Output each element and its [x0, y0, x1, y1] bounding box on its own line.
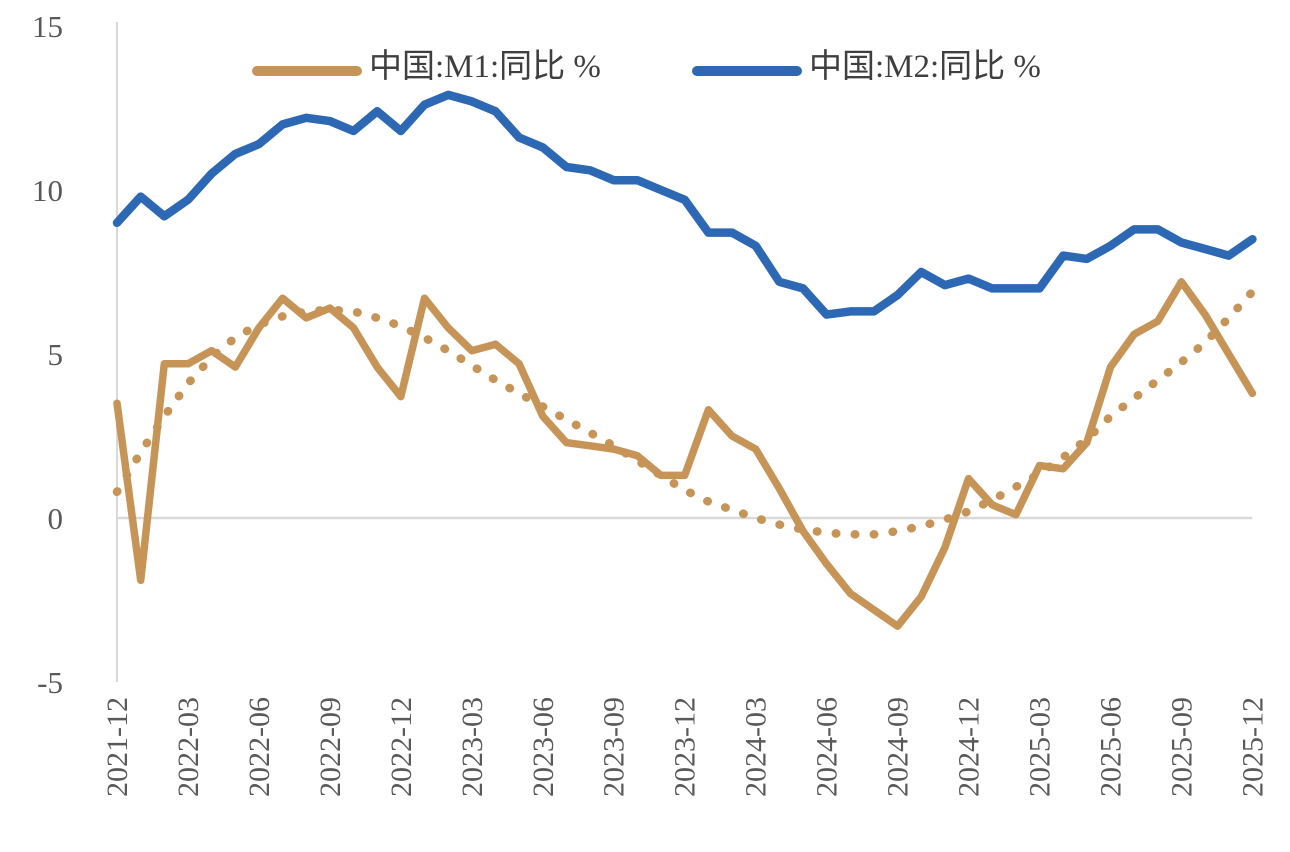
y-tick-label: 0	[48, 501, 64, 536]
x-tick-label: 2022-09	[314, 697, 347, 797]
x-tick-label: 2025-03	[1024, 697, 1057, 797]
x-tick-label: 2022-06	[243, 697, 276, 797]
x-tick-label: 2024-03	[740, 697, 773, 797]
x-tick-label: 2025-09	[1165, 697, 1198, 797]
series-0-line	[113, 278, 1257, 630]
series-2-line	[112, 90, 1257, 319]
x-tick-label: 2025-12	[1236, 697, 1269, 797]
y-tick-label: -5	[37, 665, 63, 700]
x-tick-label: 2023-09	[598, 697, 631, 797]
x-tick-label: 2023-06	[527, 697, 560, 797]
m2-legend-label: 中国:M2:同比 %	[809, 49, 1041, 85]
y-tick-label: 15	[32, 9, 63, 44]
m1-legend-label: 中国:M1:同比 %	[369, 49, 601, 85]
x-tick-label: 2024-09	[882, 697, 915, 797]
x-tick-label: 2024-12	[953, 697, 986, 797]
y-tick-label: 5	[48, 337, 64, 372]
x-tick-label: 2022-03	[172, 697, 205, 797]
x-tick-label: 2022-12	[385, 697, 418, 797]
x-tick-label: 2024-06	[811, 697, 844, 797]
x-tick-label: 2021-12	[101, 697, 134, 797]
series-1-line	[112, 287, 1257, 539]
y-tick-label: 10	[32, 173, 63, 208]
x-tick-label: 2023-03	[456, 697, 489, 797]
x-tick-label: 2025-06	[1095, 697, 1128, 797]
x-tick-label: 2023-12	[669, 697, 702, 797]
m2-legend-swatch	[692, 66, 802, 76]
m1-legend-swatch	[252, 66, 362, 76]
